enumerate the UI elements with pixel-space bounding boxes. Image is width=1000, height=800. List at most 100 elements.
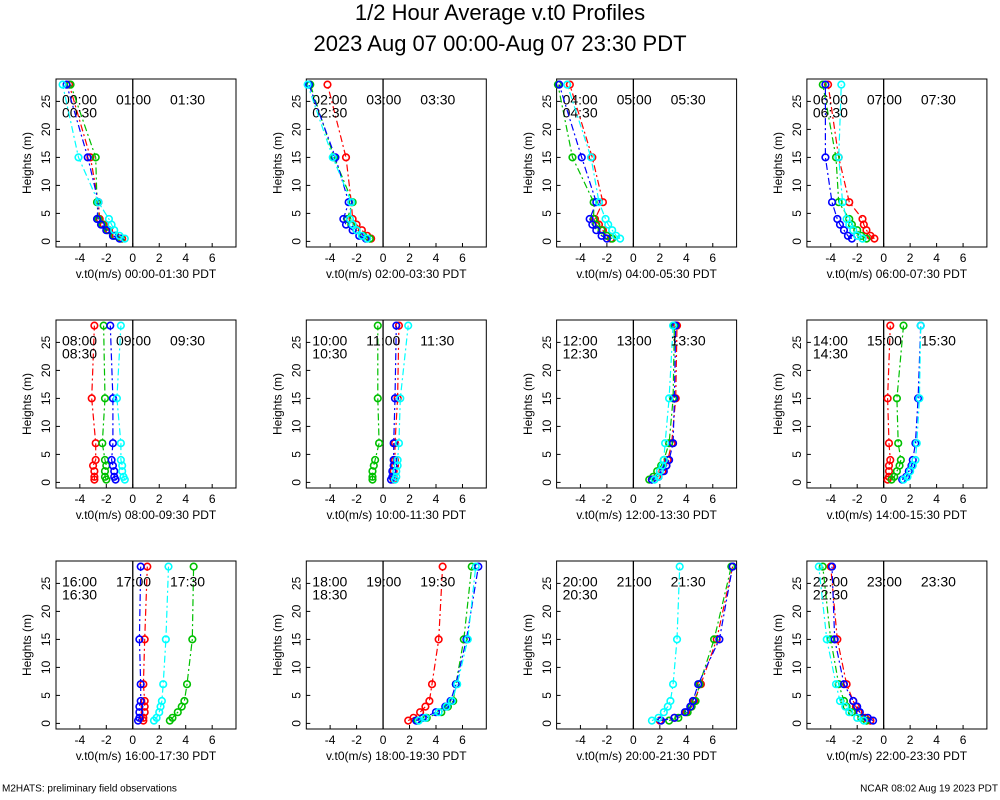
profile-point — [442, 702, 451, 711]
profile-point — [814, 562, 823, 571]
profile-point — [838, 198, 847, 207]
series-label: 11:00 — [366, 333, 400, 349]
profile-point — [894, 439, 903, 448]
profile-point — [842, 214, 851, 224]
profile-point — [849, 696, 858, 706]
profile-line — [557, 84, 613, 240]
profile-point — [323, 80, 332, 89]
series-label: 09:30 — [170, 333, 205, 349]
y-tick-label: 25 — [39, 94, 53, 108]
profile-point — [911, 455, 920, 465]
profile-point — [389, 455, 398, 465]
x-tick-label: -2 — [101, 492, 112, 506]
profile-point — [827, 198, 837, 207]
profile-point — [140, 702, 149, 711]
y-tick-label: 0 — [39, 238, 53, 245]
y-axis-label: Heights (m) — [20, 132, 34, 194]
y-tick-label: 0 — [39, 720, 53, 727]
y-tick-label: 15 — [790, 150, 804, 164]
profile-point — [858, 214, 867, 224]
series-label: 22:30 — [813, 587, 848, 603]
series-label: 19:00 — [366, 574, 401, 590]
series-label: 14:00 — [813, 333, 848, 349]
y-tick-label: 25 — [790, 94, 804, 108]
x-tick-label: 6 — [459, 492, 466, 506]
profile-point — [427, 680, 437, 689]
y-tick-label: 5 — [289, 692, 303, 699]
profile-point — [853, 231, 862, 240]
profile-point — [434, 635, 443, 644]
y-tick-label: 10 — [790, 178, 804, 192]
profile-point — [425, 696, 434, 706]
profile-point — [94, 198, 103, 207]
x-tick-label: 0 — [630, 251, 637, 265]
x-axis-label: v.t0(m/s) 04:00-05:30 PDT — [576, 267, 717, 281]
series-label: 12:00 — [563, 333, 598, 349]
y-axis-label: Heights (m) — [20, 614, 34, 676]
profile-point — [597, 231, 606, 240]
x-axis-label: v.t0(m/s) 00:00-01:30 PDT — [76, 267, 217, 281]
profile-point — [883, 394, 892, 403]
profile-point — [431, 708, 441, 717]
profile-point — [837, 80, 846, 89]
profile-point — [159, 680, 168, 689]
profile-point — [438, 562, 447, 571]
footer-left: M2HATS: preliminary field observations — [2, 784, 177, 795]
series-label: 22:00 — [813, 574, 848, 590]
y-tick-label: 25 — [790, 335, 804, 349]
profile-point — [394, 439, 404, 448]
profile-point — [568, 153, 577, 162]
x-tick-label: 2 — [406, 492, 413, 506]
y-tick-label: 20 — [289, 363, 303, 377]
profile-point — [694, 680, 703, 689]
x-tick-label: -2 — [852, 733, 863, 747]
x-tick-label: 4 — [683, 733, 690, 747]
profile-line — [651, 325, 677, 481]
series-label: 03:30 — [420, 92, 455, 108]
profile-point — [368, 472, 377, 481]
profile-point — [822, 635, 831, 644]
plot-frame — [305, 319, 487, 489]
series-label: 06:00 — [813, 92, 848, 108]
y-tick-label: 0 — [790, 479, 804, 486]
x-tick-label: 2 — [907, 251, 914, 265]
profile-point — [585, 214, 594, 224]
profile-point — [83, 153, 92, 162]
x-tick-label: -4 — [74, 251, 85, 265]
profile-point — [608, 226, 617, 235]
profile-point — [115, 231, 124, 240]
profile-point — [110, 472, 119, 481]
profile-point — [892, 394, 902, 403]
x-tick-label: 0 — [129, 251, 136, 265]
x-tick-label: 0 — [380, 733, 387, 747]
profile-line — [62, 84, 126, 240]
profile-point — [100, 394, 110, 403]
plot-frame — [556, 319, 738, 489]
profile-point — [709, 635, 719, 644]
profile-point — [670, 713, 679, 722]
x-tick-label: -4 — [825, 733, 836, 747]
y-tick-label: 25 — [790, 576, 804, 590]
profile-point — [659, 708, 668, 717]
profile-point — [712, 635, 721, 644]
x-axis-label: v.t0(m/s) 10:00-11:30 PDT — [326, 508, 466, 522]
profile-point — [108, 394, 118, 403]
profile-point — [586, 153, 596, 162]
y-tick-label: 10 — [289, 660, 303, 674]
plot-frame — [305, 560, 487, 730]
x-tick-label: -2 — [602, 492, 613, 506]
series-label: 17:00 — [116, 574, 151, 590]
profile-point — [136, 696, 145, 706]
profile-point — [357, 231, 366, 240]
profile-point — [58, 80, 67, 89]
y-axis-label: Heights (m) — [270, 614, 284, 676]
profile-point — [886, 321, 895, 330]
y-tick-label: 15 — [289, 632, 303, 646]
y-tick-label: 25 — [540, 576, 554, 590]
profile-point — [173, 708, 182, 717]
y-tick-label: 0 — [289, 720, 303, 727]
x-axis-label: v.t0(m/s) 20:00-21:30 PDT — [576, 749, 717, 763]
profile-point — [715, 635, 724, 644]
y-tick-label: 15 — [540, 391, 554, 405]
profile-point — [303, 80, 312, 89]
